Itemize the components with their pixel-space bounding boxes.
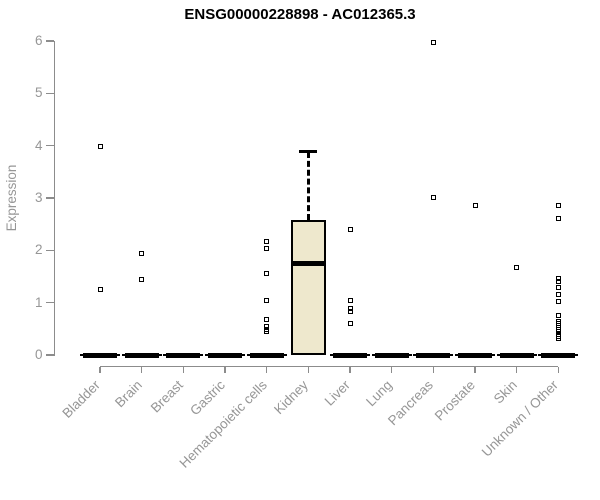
y-tick-label: 5 xyxy=(34,85,43,101)
boxplot-flat-bar xyxy=(121,352,162,358)
y-axis-tick xyxy=(46,92,54,95)
x-axis-tick xyxy=(307,366,310,373)
y-axis-tick xyxy=(46,354,54,356)
x-axis-tick xyxy=(140,366,143,373)
y-axis-tick xyxy=(46,40,54,42)
boxplot-flat-bar xyxy=(455,352,495,358)
boxplot-flat-bar xyxy=(371,352,412,358)
outlier-point xyxy=(264,245,270,251)
x-axis xyxy=(100,365,559,368)
outlier-point xyxy=(472,202,478,208)
outlier-point xyxy=(430,194,436,200)
outlier-point xyxy=(97,286,103,292)
outlier-point xyxy=(514,264,520,270)
boxplot-flat-bar-cap xyxy=(330,354,370,356)
outlier-point xyxy=(347,320,353,326)
kidney-whisker-cap xyxy=(299,150,318,154)
outlier-point xyxy=(555,291,561,297)
boxplot-flat-bar xyxy=(163,352,204,358)
outlier-point xyxy=(264,316,270,322)
x-axis-tick xyxy=(557,366,560,373)
outlier-point xyxy=(264,326,270,332)
x-axis-tick xyxy=(390,366,393,373)
outlier-point xyxy=(555,284,561,290)
outlier-point xyxy=(264,324,270,330)
outlier-point xyxy=(555,278,561,284)
outlier-point xyxy=(555,215,561,221)
outlier-point xyxy=(347,309,353,315)
outlier-point xyxy=(264,270,270,276)
outlier-point xyxy=(97,144,103,150)
boxplot-flat-bar-cap xyxy=(496,354,537,356)
boxplot-flat-bar-cap xyxy=(246,354,287,356)
outlier-point xyxy=(430,40,436,46)
boxplot-flat-bar-cap xyxy=(371,354,412,356)
y-axis-tick xyxy=(46,144,54,147)
boxplot-flat-bar xyxy=(246,352,287,358)
kidney-box xyxy=(290,219,326,355)
y-tick-label: 2 xyxy=(34,242,43,258)
y-tick-label: 4 xyxy=(34,137,43,153)
x-axis-tick xyxy=(265,366,268,373)
outlier-point xyxy=(555,299,561,305)
y-tick-label: 1 xyxy=(34,294,43,310)
x-axis-tick xyxy=(349,366,351,373)
y-tick-label: 3 xyxy=(34,190,43,205)
y-axis xyxy=(53,41,56,356)
outlier-point xyxy=(555,312,561,318)
boxplot-flat-bar-cap xyxy=(205,354,245,356)
y-tick-label: 6 xyxy=(34,33,43,48)
chart-title: ENSG00000228898 - AC012365.3 xyxy=(184,6,416,23)
outlier-point xyxy=(264,297,270,303)
boxplot-flat-bar xyxy=(80,352,120,358)
boxplot-flat-bar xyxy=(413,352,454,358)
outlier-point xyxy=(347,226,353,232)
x-axis-tick xyxy=(99,366,101,373)
x-axis-tick xyxy=(515,366,518,373)
outlier-point xyxy=(264,329,270,335)
boxplot-flat-bar xyxy=(496,352,537,358)
outlier-point xyxy=(555,275,561,281)
y-axis-tick xyxy=(46,197,54,199)
outlier-point xyxy=(347,297,353,303)
outlier-point xyxy=(264,238,270,244)
kidney-upper-whisker xyxy=(306,151,310,220)
outlier-point xyxy=(555,335,561,341)
x-axis-tick xyxy=(432,366,435,373)
outlier-point xyxy=(139,277,145,283)
x-axis-tick xyxy=(182,366,185,373)
boxplot-flat-bar xyxy=(330,352,370,358)
outlier-point xyxy=(555,202,561,208)
outlier-point xyxy=(139,251,145,257)
boxplot-flat-bar-cap xyxy=(121,354,162,356)
y-axis-tick xyxy=(46,249,54,252)
y-axis-tick xyxy=(46,301,54,304)
boxplot-flat-bar-cap xyxy=(80,354,120,356)
boxplot-flat-bar-cap xyxy=(455,354,495,356)
boxplot-flat-bar-cap xyxy=(163,354,204,356)
outlier-point xyxy=(347,306,353,312)
kidney-median-line xyxy=(290,260,326,266)
y-tick-label: 0 xyxy=(34,347,43,362)
x-axis-tick xyxy=(474,366,476,373)
boxplot-flat-bar-cap xyxy=(413,354,454,356)
boxplot-flat-bar-cap xyxy=(538,354,579,356)
boxplot-flat-bar xyxy=(538,352,579,358)
x-axis-tick xyxy=(224,366,226,373)
boxplot-flat-bar xyxy=(205,352,245,358)
